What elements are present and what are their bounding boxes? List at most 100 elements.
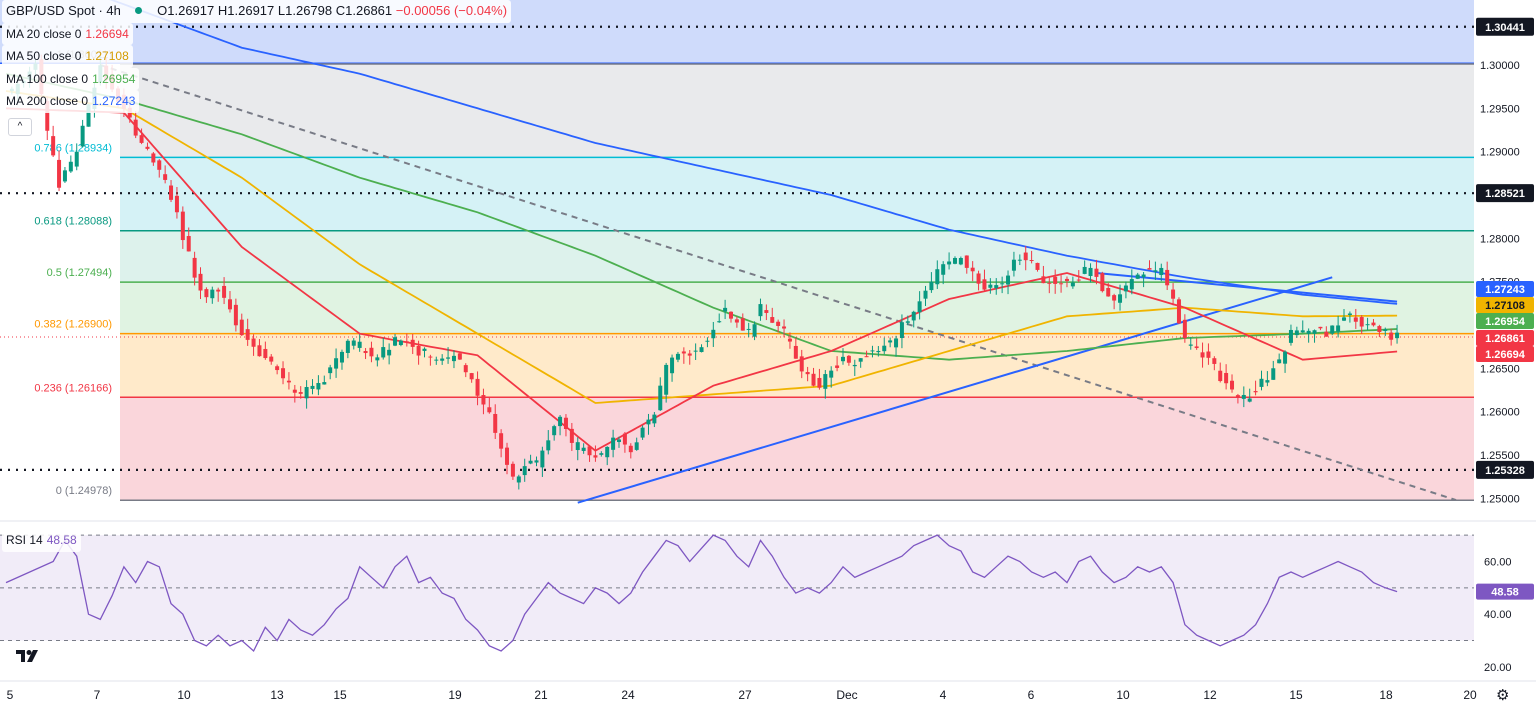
candle-body	[964, 255, 969, 268]
candle-body	[1312, 330, 1317, 334]
candle-body	[970, 267, 975, 272]
ohlc-close: C1.26861	[335, 3, 393, 18]
candle-body	[947, 261, 952, 265]
ascending-trendline	[577, 276, 1333, 504]
fib-band	[120, 333, 1474, 398]
collapse-legend-button[interactable]: ^	[8, 118, 32, 136]
candle-body	[1277, 359, 1282, 364]
candle-body	[911, 311, 916, 321]
indicator-ma50[interactable]: MA 50 close 0 1.27108	[2, 45, 511, 68]
price-badge	[1476, 313, 1534, 329]
fib-band	[120, 397, 1474, 501]
candle-body	[1047, 282, 1052, 284]
candle-body	[257, 345, 262, 357]
fib-label: 0.786 (1.28934)	[34, 142, 112, 154]
candle-body	[422, 348, 427, 351]
candle-body	[776, 321, 781, 326]
candle-body	[428, 356, 433, 358]
candle-body	[758, 304, 763, 317]
candle-body	[80, 125, 85, 147]
price-badge-label: 1.26954	[1485, 316, 1526, 328]
tradingview-logo-icon[interactable]	[14, 646, 42, 666]
candle-body	[404, 341, 409, 343]
ohlc-change: −0.00056 (−0.04%)	[395, 3, 508, 18]
ma20-line	[5, 107, 1398, 452]
candle-body	[481, 395, 486, 405]
candle-body	[381, 347, 386, 358]
time-tick-label: 20	[1463, 688, 1477, 702]
fib-band	[120, 230, 1474, 283]
dotted-level-label: 1.25328	[1485, 465, 1525, 477]
candle-body	[316, 383, 321, 390]
candles	[9, 54, 1400, 490]
candle-body	[416, 345, 421, 356]
candle-body	[469, 373, 474, 380]
candle-body	[451, 355, 456, 362]
indicator-rsi[interactable]: RSI 14 48.58	[2, 529, 81, 552]
candle-body	[882, 345, 887, 352]
candle-body	[1235, 395, 1240, 398]
candle-body	[581, 447, 586, 451]
candle-body	[1023, 252, 1028, 261]
candle-body	[127, 107, 132, 118]
candle-body	[1212, 358, 1217, 364]
indicator-ma20[interactable]: MA 20 close 0 1.26694	[2, 22, 511, 45]
candle-body	[163, 174, 168, 180]
ohlc-low: L1.26798	[277, 3, 333, 18]
time-tick-label: 15	[1289, 688, 1303, 702]
candle-body	[658, 385, 663, 411]
candle-body	[157, 160, 162, 170]
price-tick-label: 1.25500	[1480, 450, 1520, 462]
candle-body	[286, 380, 291, 383]
price-badge-label: 1.27243	[1485, 284, 1525, 296]
candle-body	[569, 428, 574, 443]
candle-body	[440, 358, 445, 361]
candle-body	[1182, 319, 1187, 339]
candle-body	[151, 153, 156, 163]
dotted-level-label: 1.28521	[1485, 188, 1525, 200]
candle-body	[988, 284, 993, 288]
candle-body	[976, 273, 981, 284]
candle-body	[1076, 279, 1081, 281]
ma50-line	[5, 90, 1398, 404]
indicator-ma100[interactable]: MA 100 close 0 1.26954	[2, 67, 511, 90]
candle-body	[239, 319, 244, 336]
candle-body	[328, 367, 333, 374]
candle-body	[617, 439, 622, 443]
candle-body	[546, 440, 551, 451]
fib-label: 0.5 (1.27494)	[47, 267, 112, 279]
settings-gear-icon[interactable]: ⚙	[1496, 687, 1510, 704]
candle-body	[245, 329, 250, 340]
dotted-level-badge	[1476, 17, 1534, 36]
time-tick-label: 19	[448, 688, 462, 702]
candle-body	[905, 321, 910, 323]
fib-label: 0 (1.24978)	[56, 485, 112, 497]
rsi-tick-label: 40.00	[1484, 609, 1512, 621]
candle-body	[1259, 378, 1264, 387]
candle-body	[958, 258, 963, 265]
ma100-line	[5, 72, 1398, 361]
candle-body	[870, 350, 875, 352]
candle-body	[628, 445, 633, 453]
candle-body	[398, 340, 403, 346]
candle-body	[74, 151, 79, 167]
rsi-legend: RSI 14 48.58	[2, 529, 81, 552]
symbol-label: GBP/USD Spot · 4h	[6, 3, 121, 18]
candle-body	[652, 414, 657, 424]
indicator-ma50-value: 1.27108	[85, 49, 129, 63]
candle-body	[858, 358, 863, 362]
rsi-tick-label: 20.00	[1484, 662, 1512, 674]
candle-body	[1365, 324, 1370, 326]
price-badge-label: 1.27108	[1485, 300, 1525, 312]
candle-body	[1029, 260, 1034, 262]
candle-body	[1188, 344, 1193, 346]
candle-body	[840, 356, 845, 362]
candle-body	[1106, 288, 1111, 297]
candle-body	[463, 365, 468, 373]
candle-body	[634, 442, 639, 450]
symbol-title[interactable]: GBP/USD Spot · 4h O1.26917 H1.26917 L1.2…	[2, 0, 512, 23]
indicator-ma200[interactable]: MA 200 close 0 1.27243	[2, 90, 511, 113]
candle-body	[1336, 325, 1341, 332]
candle-body	[1247, 398, 1252, 402]
